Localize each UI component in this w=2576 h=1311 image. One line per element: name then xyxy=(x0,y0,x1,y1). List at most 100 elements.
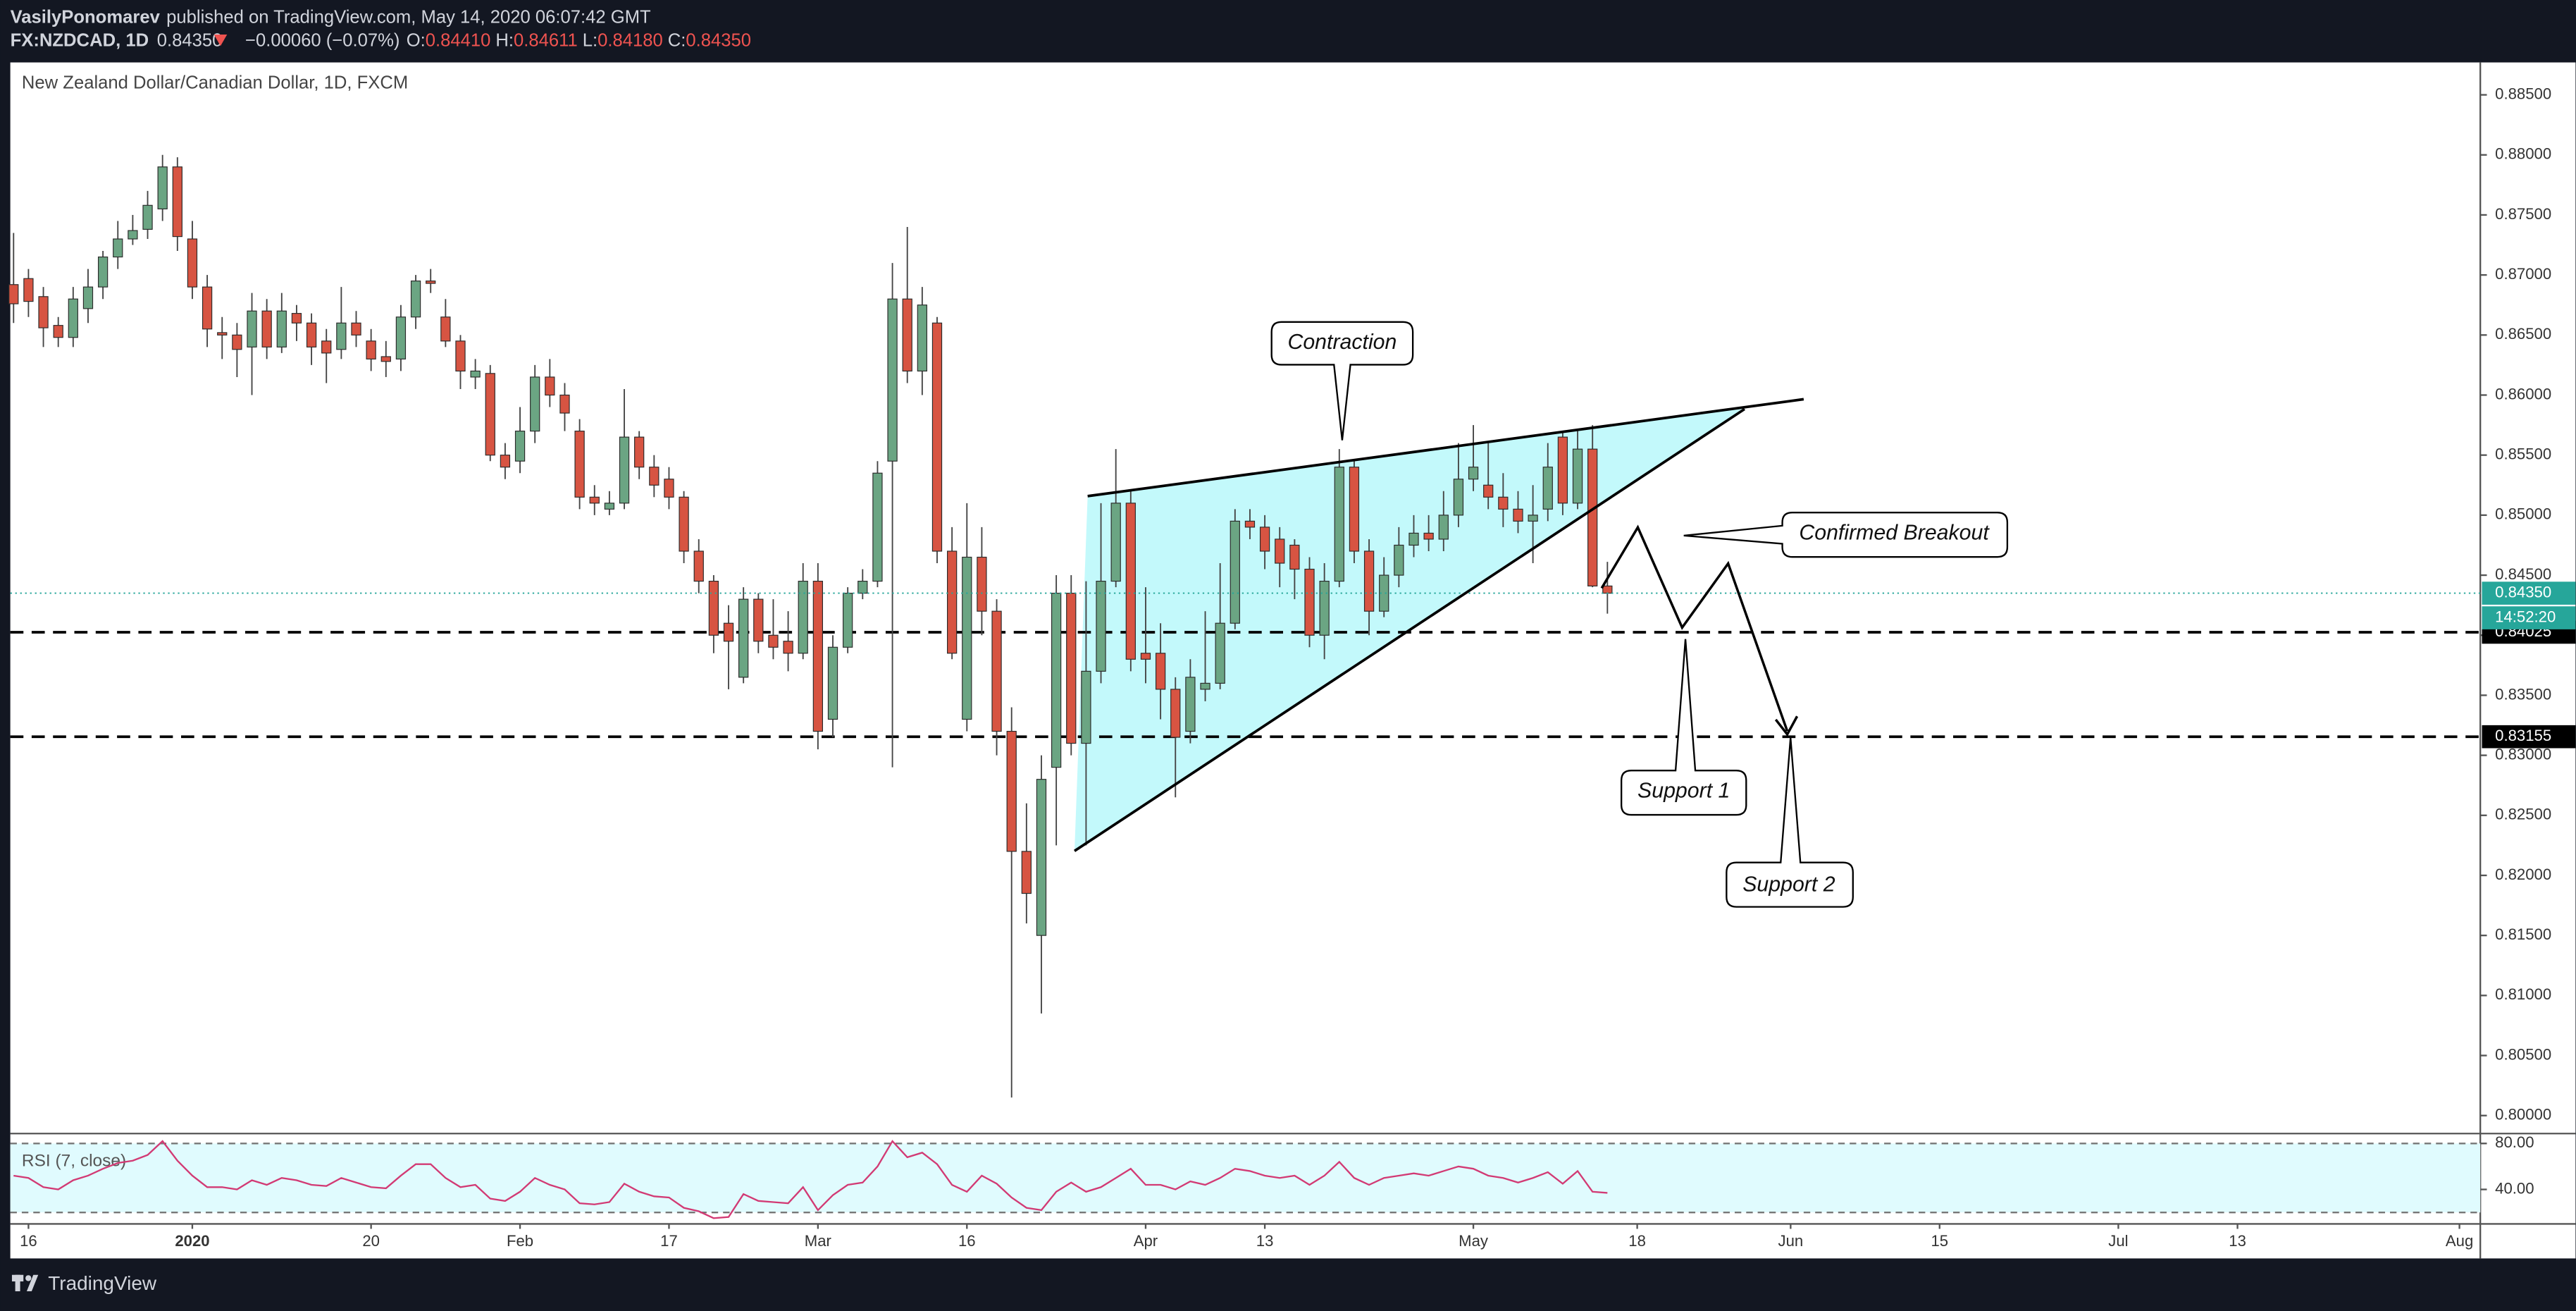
candle-body xyxy=(827,646,838,720)
x-tick-label: 2020 xyxy=(175,1232,209,1250)
candle-body xyxy=(947,550,958,654)
annotation: Confirmed Breakout xyxy=(1799,522,1990,545)
y-tick-label: 0.88500 xyxy=(2495,85,2551,102)
y-tick-label: 0.81500 xyxy=(2495,925,2551,943)
candle-body xyxy=(917,304,927,372)
candle-body xyxy=(589,496,600,504)
down-arrow-icon xyxy=(213,34,228,47)
ohlc-key: H: xyxy=(495,30,514,50)
candle-body xyxy=(530,376,540,432)
candle-body xyxy=(634,436,645,468)
x-tick-label: 13 xyxy=(2229,1232,2246,1250)
candle-body xyxy=(843,593,853,648)
candle-body xyxy=(1587,448,1598,586)
x-tick-label: Aug xyxy=(2446,1232,2473,1250)
x-tick-label: Feb xyxy=(507,1232,533,1250)
candle-body xyxy=(500,455,511,468)
candle-body xyxy=(1528,515,1538,522)
candle-body xyxy=(426,281,436,284)
candle-body xyxy=(172,166,182,238)
ohlc-key: C: xyxy=(668,30,686,50)
candle-body xyxy=(306,322,317,347)
rsi-line xyxy=(13,1140,1608,1219)
candle-body xyxy=(604,503,615,510)
candle-body xyxy=(38,296,49,328)
symbol: FX:NZDCAD, 1D xyxy=(11,30,149,50)
candle-body xyxy=(410,281,421,318)
logo-part xyxy=(26,1274,39,1292)
candle-body xyxy=(113,238,123,258)
ohlc-key: L: xyxy=(583,30,597,50)
candle-body xyxy=(1155,653,1166,690)
candle-body xyxy=(1319,580,1330,636)
x-tick-label: May xyxy=(1459,1232,1489,1250)
footer-brand: TradingView xyxy=(48,1272,157,1294)
x-tick-label: 16 xyxy=(958,1232,976,1250)
candle-body xyxy=(1110,503,1121,582)
candle-body xyxy=(1363,550,1375,612)
candle-body xyxy=(485,373,495,456)
level-label-box xyxy=(2482,725,2576,749)
candle-body xyxy=(902,298,912,372)
last: 0.84350 xyxy=(157,30,223,50)
y-tick-label: 0.83000 xyxy=(2495,745,2551,763)
last-price-box xyxy=(2482,581,2576,605)
countdown-box xyxy=(2482,606,2576,629)
candle-body xyxy=(261,310,272,347)
chart-title: New Zealand Dollar/Canadian Dollar, 1D, … xyxy=(22,73,408,93)
candle-body xyxy=(1423,532,1434,540)
candle-body xyxy=(217,332,228,336)
candle-body xyxy=(1215,622,1225,684)
candle-body xyxy=(783,641,793,654)
candle-body xyxy=(931,322,943,552)
logo-part xyxy=(15,1274,20,1292)
candle-body xyxy=(768,634,779,648)
candle-body xyxy=(395,316,407,359)
candle-body xyxy=(1542,467,1553,510)
candle-body xyxy=(1438,515,1449,540)
callout-box xyxy=(1683,512,2009,558)
projection-path xyxy=(1600,524,1789,732)
y-tick-label: 0.87000 xyxy=(2495,265,2551,283)
y-tick-label: 0.81000 xyxy=(2495,985,2551,1003)
candle-body xyxy=(1572,448,1583,504)
callout-box xyxy=(1726,737,1854,908)
y-tick-label: 0.86500 xyxy=(2495,325,2551,343)
x-tick-label: Mar xyxy=(805,1232,831,1250)
candle-body xyxy=(1379,574,1389,612)
candle-body xyxy=(23,278,34,302)
x-tick-label: 17 xyxy=(660,1232,678,1250)
candle-body xyxy=(812,580,824,732)
candle-body xyxy=(8,284,19,304)
candle-body xyxy=(351,322,361,336)
candle-body xyxy=(1275,538,1285,564)
rsi-tick-label: 80.00 xyxy=(2495,1133,2534,1151)
rsi-band-fill xyxy=(10,1143,2481,1213)
candle-body xyxy=(128,230,138,240)
candle-body xyxy=(157,166,168,210)
candle-body xyxy=(574,431,585,498)
candle-body xyxy=(1498,496,1509,510)
countdown-label: 14:52:20 xyxy=(2495,608,2556,625)
candle-body xyxy=(1066,593,1077,744)
change: −0.00060 (−0.07%) xyxy=(245,30,400,50)
candle-body xyxy=(514,431,526,462)
candle-body xyxy=(1304,568,1315,636)
candle-body xyxy=(187,238,198,288)
candle-body xyxy=(977,556,987,612)
ohlc-value: 0.84350 xyxy=(686,30,751,50)
wedge-lower-line xyxy=(1073,407,1745,852)
header-line-1: VasilyPonomarev published on TradingView.… xyxy=(11,7,651,27)
candle-body xyxy=(619,436,630,504)
x-tick-label: Apr xyxy=(1134,1232,1158,1250)
candle-body xyxy=(1483,484,1494,498)
candle-body xyxy=(232,334,242,350)
x-tick-label: Jun xyxy=(1778,1232,1804,1250)
candle-body xyxy=(1125,503,1136,660)
candle-body xyxy=(366,340,376,359)
callout-box xyxy=(1270,321,1414,441)
ohlc-key: O: xyxy=(407,30,426,50)
candle-body xyxy=(857,580,868,594)
candle-body xyxy=(887,298,898,462)
